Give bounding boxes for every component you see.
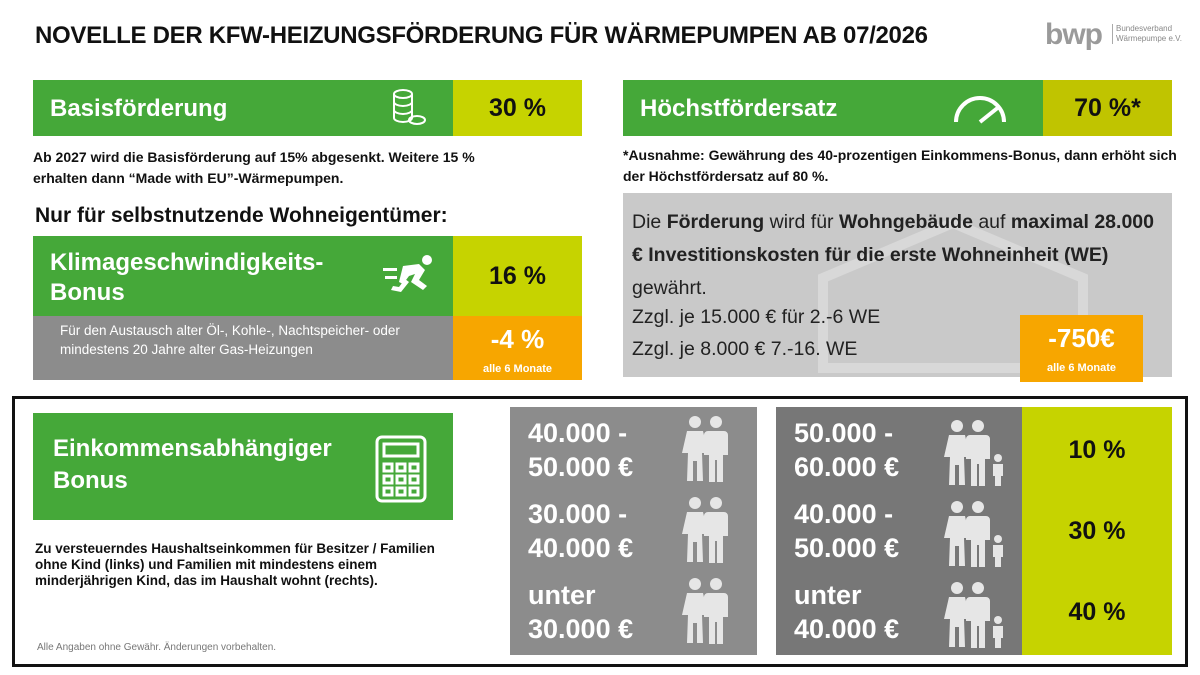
left-range: 30.000 - 40.000 €	[510, 491, 690, 571]
basis-value: 30 %	[453, 80, 582, 136]
logo: bwp	[1045, 18, 1103, 51]
klima-reduction: -4 %	[490, 324, 545, 354]
range-line: unter	[528, 580, 596, 610]
range-line: 50.000 -	[794, 418, 894, 448]
cap-run: Förderung	[666, 211, 765, 233]
cap-run: auf	[972, 211, 1011, 233]
cap-run: maximal 28.000 € Investitionskosten für …	[632, 211, 1154, 266]
range-line: unter	[794, 580, 862, 610]
cap-run: Wohngebäude	[838, 211, 973, 233]
range-line: 30.000 -	[528, 499, 628, 529]
hoechst-note: *Ausnahme: Gewährung des 40-prozentigen …	[623, 147, 1177, 184]
label-line: Einkommensabhängiger	[53, 435, 332, 462]
family-icon	[940, 499, 1010, 569]
right-range: 40.000 - 50.000 €	[776, 491, 956, 571]
footnote: Alle Angaben ohne Gewähr. Änderungen vor…	[37, 642, 277, 653]
bonus-column	[1022, 407, 1172, 655]
cap-reduction-note: alle 6 Monate	[1046, 362, 1117, 374]
range-line: 40.000 €	[528, 533, 634, 563]
couple-icon	[676, 414, 736, 484]
coins-icon	[393, 89, 426, 125]
klima-label: Klimageschwindigkeits- Bonus	[33, 236, 453, 318]
bonus-value: 30 %	[1068, 516, 1126, 545]
range-line: 40.000 -	[794, 499, 894, 529]
range-line: 50.000 €	[794, 533, 900, 563]
logo-text: Bundesverband Wärmepumpe e.V.	[1112, 24, 1182, 44]
income-note: Zu versteuerndes Haushaltseinkommen für …	[35, 541, 435, 588]
range-line: 30.000 €	[528, 614, 634, 644]
title: NOVELLE DER KFW-HEIZUNGSFÖRDERUNG FÜR WÄ…	[35, 22, 928, 49]
gauge-icon	[954, 96, 1006, 124]
label-line: Bonus	[50, 279, 125, 306]
cap-reduction-box: -750€ alle 6 Monate	[1020, 315, 1143, 382]
hoechst-value: 70 %*	[1043, 80, 1172, 136]
hoechst-label: Höchstfördersatz	[623, 80, 1043, 136]
klima-reduction-note: alle 6 Monate	[482, 363, 553, 375]
klima-value: 16 %	[453, 236, 582, 316]
cap-run: gewährt.	[632, 277, 707, 299]
cap-text: Die Förderung wird für Wohngebäude auf m…	[632, 206, 1167, 305]
left-range: 40.000 - 50.000 €	[510, 410, 690, 490]
right-range: unter 40.000 €	[776, 572, 956, 652]
range-line: 40.000 €	[794, 614, 900, 644]
right-range: 50.000 - 60.000 €	[776, 410, 956, 490]
income-frame	[12, 396, 1188, 667]
cap-run: wird für	[764, 211, 839, 233]
range-line: 60.000 €	[794, 452, 900, 482]
range-line: 50.000 €	[528, 452, 634, 482]
cap-extra: Zzgl. je 15.000 € für 2.-6 WE Zzgl. je 8…	[632, 301, 880, 365]
logo-line: Bundesverband	[1116, 24, 1173, 33]
subheading: Nur für selbstnutzende Wohneigentümer:	[35, 204, 448, 227]
bonus-value: 10 %	[1068, 435, 1126, 464]
range-line: 40.000 -	[528, 418, 628, 448]
cap-run: Die	[632, 211, 667, 233]
basis-label: Basisförderung	[33, 80, 453, 136]
basis-note: Ab 2027 wird die Basisförderung auf 15% …	[33, 149, 475, 186]
cap-reduction: -750€	[1048, 323, 1115, 353]
logo-line: Wärmepumpe e.V.	[1116, 34, 1182, 43]
runner-icon	[383, 255, 432, 292]
family-icon	[940, 418, 1010, 488]
cap-extra-line: Zzgl. je 8.000 € 7.-16. WE	[632, 338, 858, 360]
couple-icon	[676, 495, 736, 565]
bonus-value: 40 %	[1068, 597, 1126, 626]
klima-note: Für den Austausch alter Öl-, Kohle-, Nac…	[33, 316, 453, 380]
family-icon	[940, 580, 1010, 650]
cap-extra-line: Zzgl. je 15.000 € für 2.-6 WE	[632, 306, 881, 328]
label-line: Bonus	[53, 467, 128, 494]
label-line: Klimageschwindigkeits-	[50, 249, 324, 276]
klima-reduction-box: -4 % alle 6 Monate	[453, 316, 582, 380]
left-range: unter 30.000 €	[510, 572, 690, 652]
couple-icon	[676, 576, 736, 646]
calculator-icon	[375, 435, 427, 503]
